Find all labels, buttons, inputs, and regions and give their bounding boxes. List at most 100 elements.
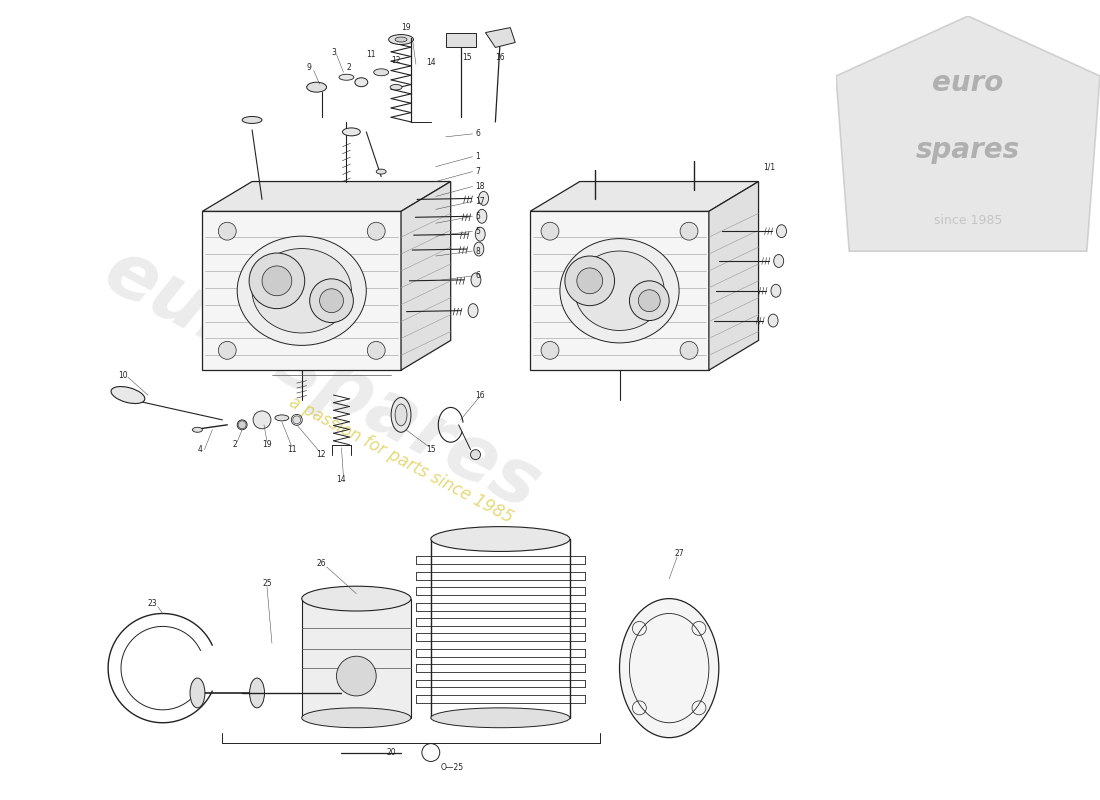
Circle shape	[629, 281, 669, 321]
Text: 14: 14	[426, 58, 436, 67]
Text: since 1985: since 1985	[934, 214, 1002, 226]
Ellipse shape	[575, 251, 664, 330]
Text: 9: 9	[307, 63, 311, 72]
Ellipse shape	[469, 304, 478, 318]
Ellipse shape	[339, 74, 354, 80]
Polygon shape	[530, 211, 708, 370]
Text: euro: euro	[933, 70, 1003, 98]
Ellipse shape	[238, 420, 248, 430]
Text: 6: 6	[475, 130, 481, 138]
Ellipse shape	[238, 236, 366, 346]
Text: 12: 12	[392, 56, 400, 65]
Polygon shape	[402, 182, 451, 370]
Text: 5: 5	[475, 212, 481, 221]
Polygon shape	[836, 16, 1100, 251]
Circle shape	[638, 290, 660, 312]
Text: 5: 5	[475, 226, 481, 236]
Text: 26: 26	[317, 559, 327, 568]
Circle shape	[337, 656, 376, 696]
Circle shape	[541, 342, 559, 359]
Polygon shape	[446, 33, 475, 47]
Text: 19: 19	[402, 23, 410, 32]
Polygon shape	[530, 182, 759, 211]
Ellipse shape	[395, 404, 407, 426]
Circle shape	[310, 279, 353, 322]
Text: 16: 16	[475, 390, 485, 399]
Text: 14: 14	[337, 475, 346, 484]
Polygon shape	[485, 28, 515, 47]
Text: spares: spares	[916, 136, 1020, 164]
Text: 1: 1	[475, 152, 481, 162]
Text: 18: 18	[475, 182, 485, 191]
Circle shape	[293, 416, 300, 424]
Ellipse shape	[242, 117, 262, 123]
Circle shape	[253, 411, 271, 429]
Circle shape	[320, 289, 343, 313]
Text: 15: 15	[463, 53, 472, 62]
Ellipse shape	[474, 242, 484, 256]
Text: 4: 4	[198, 445, 202, 454]
Ellipse shape	[560, 238, 679, 343]
Text: O—25: O—25	[441, 763, 464, 772]
Ellipse shape	[392, 398, 411, 432]
Ellipse shape	[777, 225, 786, 238]
Text: 1/1: 1/1	[763, 162, 776, 171]
Text: 7: 7	[475, 167, 481, 176]
Circle shape	[367, 222, 385, 240]
Ellipse shape	[374, 69, 388, 76]
Circle shape	[576, 268, 603, 294]
Ellipse shape	[275, 415, 289, 421]
Circle shape	[262, 266, 292, 296]
Ellipse shape	[773, 254, 783, 267]
Polygon shape	[202, 211, 402, 370]
Circle shape	[218, 342, 236, 359]
Ellipse shape	[252, 249, 351, 333]
Circle shape	[565, 256, 615, 306]
Ellipse shape	[771, 284, 781, 298]
Text: 2: 2	[346, 63, 351, 72]
Ellipse shape	[388, 34, 414, 45]
Ellipse shape	[768, 314, 778, 327]
Ellipse shape	[111, 386, 145, 403]
Text: 3: 3	[331, 48, 337, 57]
Text: 6: 6	[475, 271, 481, 280]
Ellipse shape	[390, 85, 402, 90]
Ellipse shape	[342, 128, 361, 136]
Ellipse shape	[619, 598, 718, 738]
Circle shape	[471, 450, 481, 459]
Text: 19: 19	[262, 440, 272, 449]
Text: 17: 17	[475, 197, 485, 206]
Ellipse shape	[355, 78, 367, 86]
Circle shape	[367, 342, 385, 359]
Text: 16: 16	[495, 53, 505, 62]
Ellipse shape	[190, 678, 205, 708]
Ellipse shape	[395, 37, 407, 42]
Ellipse shape	[431, 708, 570, 728]
Circle shape	[218, 222, 236, 240]
Ellipse shape	[431, 526, 570, 551]
Text: 20: 20	[386, 748, 396, 757]
Ellipse shape	[376, 169, 386, 174]
Text: 25: 25	[262, 579, 272, 588]
Circle shape	[680, 222, 698, 240]
Circle shape	[680, 342, 698, 359]
Text: 8: 8	[475, 246, 481, 255]
Text: 11: 11	[366, 50, 376, 59]
Text: eurospares: eurospares	[91, 234, 552, 526]
Ellipse shape	[478, 191, 488, 206]
Text: 12: 12	[317, 450, 326, 459]
Text: 2: 2	[232, 440, 236, 449]
Ellipse shape	[301, 708, 411, 728]
Text: 10: 10	[118, 370, 128, 380]
Circle shape	[541, 222, 559, 240]
Circle shape	[239, 421, 246, 429]
Circle shape	[249, 253, 305, 309]
Polygon shape	[301, 598, 411, 718]
Polygon shape	[202, 182, 451, 211]
Text: 15: 15	[426, 445, 436, 454]
Ellipse shape	[471, 273, 481, 286]
Text: 23: 23	[147, 599, 157, 608]
Ellipse shape	[307, 82, 327, 92]
Text: 27: 27	[674, 550, 684, 558]
Ellipse shape	[250, 678, 264, 708]
